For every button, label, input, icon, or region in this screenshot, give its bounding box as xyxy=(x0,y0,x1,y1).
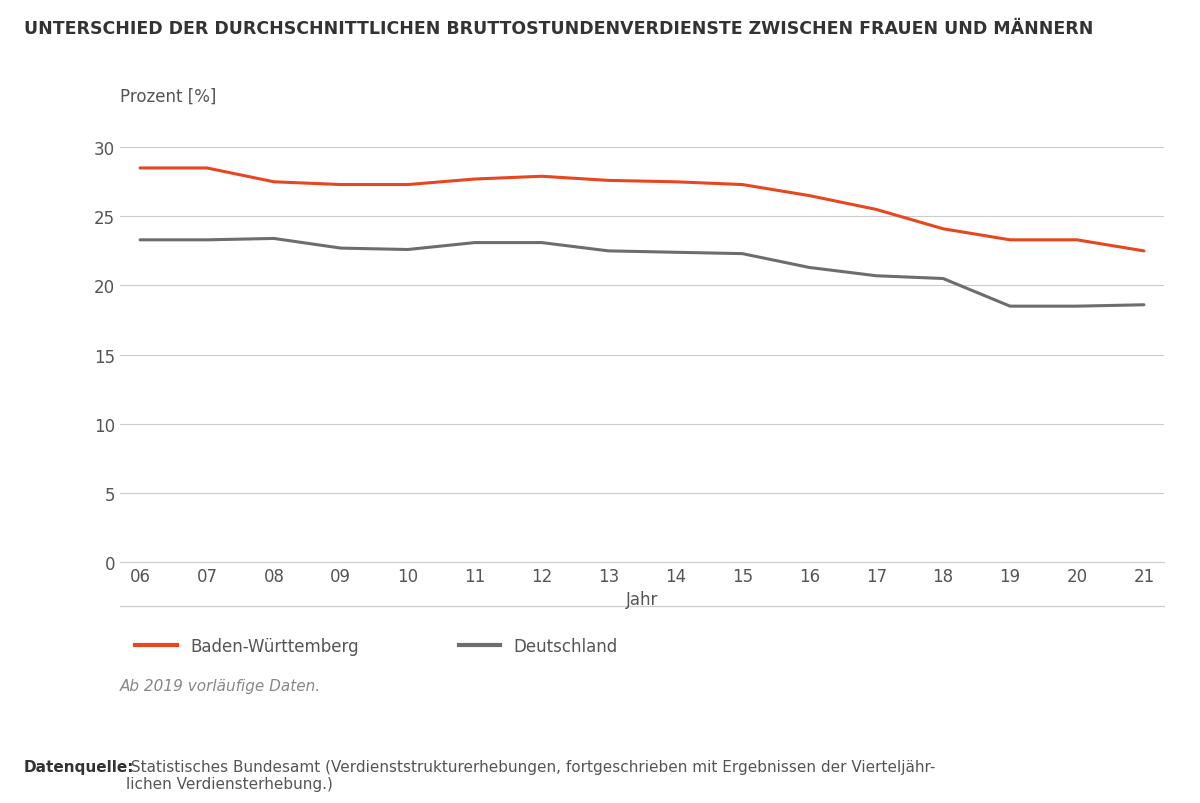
Text: Statistisches Bundesamt (Verdienststrukturerhebungen, fortgeschrieben mit Ergebn: Statistisches Bundesamt (Verdienststrukt… xyxy=(126,759,935,791)
Text: Jahr: Jahr xyxy=(626,590,658,608)
Text: UNTERSCHIED DER DURCHSCHNITTLICHEN BRUTTOSTUNDENVERDIENSTE ZWISCHEN FRAUEN UND M: UNTERSCHIED DER DURCHSCHNITTLICHEN BRUTT… xyxy=(24,20,1093,38)
Text: Ab 2019 vorläufige Daten.: Ab 2019 vorläufige Daten. xyxy=(120,679,322,694)
Legend: Baden-Württemberg, Deutschland: Baden-Württemberg, Deutschland xyxy=(128,630,624,662)
Text: Datenquelle:: Datenquelle: xyxy=(24,759,134,774)
Text: Prozent [%]: Prozent [%] xyxy=(120,88,216,106)
